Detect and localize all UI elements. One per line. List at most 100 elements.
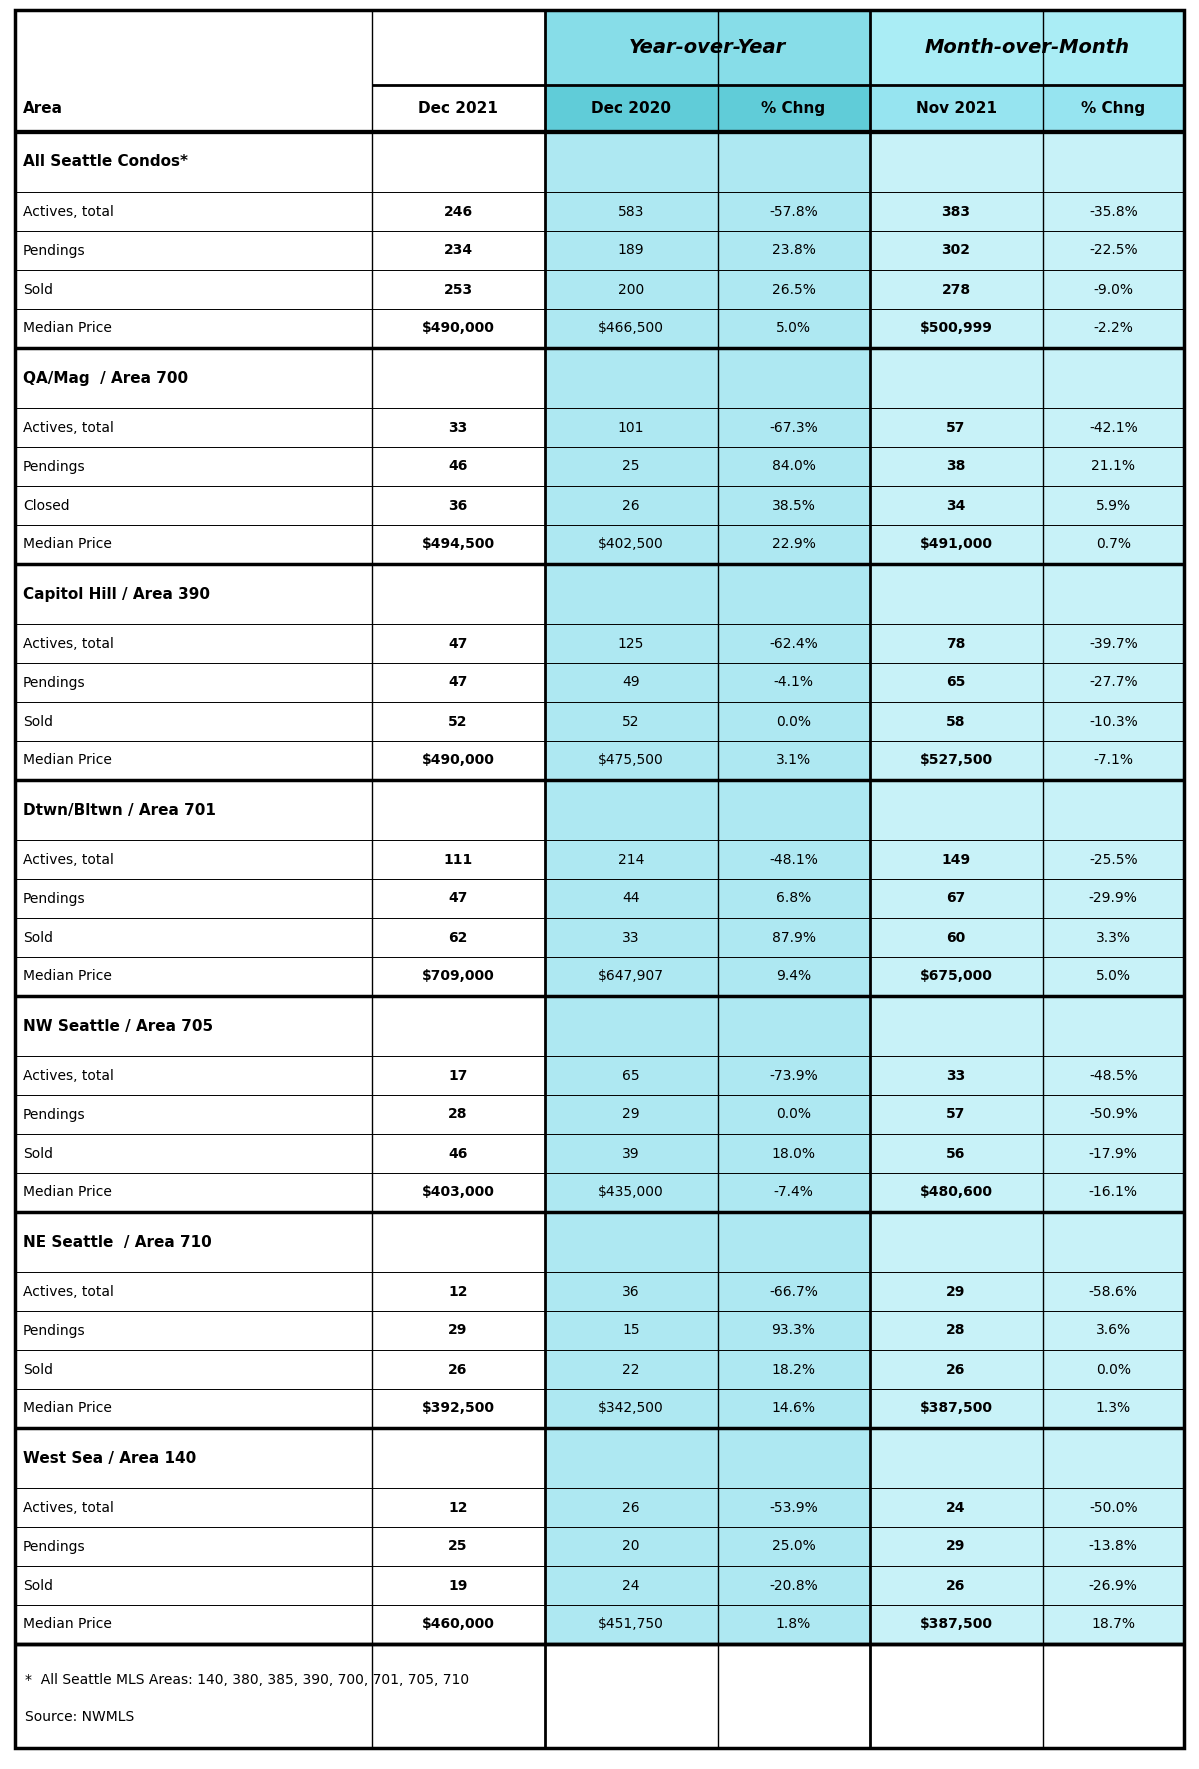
Text: 29: 29: [946, 1284, 965, 1298]
Bar: [717, 1350, 869, 1389]
Bar: [544, 271, 717, 310]
Bar: [1043, 1272, 1183, 1311]
Bar: [372, 348, 544, 409]
Bar: [544, 1566, 717, 1604]
Text: $494,500: $494,500: [422, 538, 495, 552]
Text: 19: 19: [448, 1578, 468, 1592]
Bar: [869, 1527, 1043, 1566]
Bar: [16, 1272, 372, 1311]
Bar: [1043, 741, 1183, 780]
Bar: [372, 525, 544, 564]
Text: 26: 26: [622, 499, 640, 513]
Bar: [1043, 564, 1183, 624]
Bar: [717, 525, 869, 564]
Bar: [544, 1350, 717, 1389]
Bar: [717, 232, 869, 271]
Text: 24: 24: [622, 1578, 640, 1592]
Bar: [717, 1095, 869, 1134]
Text: Median Price: Median Price: [23, 969, 112, 984]
Text: 65: 65: [946, 676, 965, 690]
Bar: [1043, 409, 1183, 448]
Text: 46: 46: [448, 460, 468, 474]
Text: 26: 26: [448, 1362, 468, 1376]
Bar: [717, 348, 869, 409]
Bar: [544, 193, 717, 232]
Text: West Sea / Area 140: West Sea / Area 140: [23, 1451, 197, 1465]
Bar: [1043, 1173, 1183, 1212]
Bar: [869, 1488, 1043, 1527]
Bar: [717, 918, 869, 957]
Bar: [544, 1134, 717, 1173]
Bar: [869, 1173, 1043, 1212]
Text: 57: 57: [946, 421, 965, 435]
Bar: [1043, 1311, 1183, 1350]
Bar: [717, 741, 869, 780]
Text: $480,600: $480,600: [920, 1185, 993, 1199]
Bar: [16, 663, 372, 702]
Bar: [372, 918, 544, 957]
Bar: [869, 11, 1183, 85]
Text: 34: 34: [946, 499, 965, 513]
Bar: [16, 85, 372, 133]
Text: Closed: Closed: [23, 499, 70, 513]
Text: -50.0%: -50.0%: [1089, 1500, 1138, 1514]
Bar: [372, 624, 544, 663]
Bar: [16, 741, 372, 780]
Bar: [869, 1134, 1043, 1173]
Bar: [1043, 85, 1183, 133]
Bar: [544, 957, 717, 996]
Bar: [869, 310, 1043, 348]
Text: 246: 246: [444, 205, 472, 219]
Text: Capitol Hill / Area 390: Capitol Hill / Area 390: [23, 587, 210, 601]
Text: 38.5%: 38.5%: [772, 499, 815, 513]
Text: 46: 46: [448, 1146, 468, 1160]
Bar: [544, 448, 717, 486]
Text: -58.6%: -58.6%: [1089, 1284, 1138, 1298]
Text: 149: 149: [941, 853, 971, 867]
Text: 47: 47: [448, 637, 468, 651]
Bar: [16, 1095, 372, 1134]
Bar: [717, 1566, 869, 1604]
Bar: [544, 996, 717, 1056]
Bar: [544, 486, 717, 525]
Bar: [544, 1173, 717, 1212]
Bar: [717, 1428, 869, 1488]
Text: -53.9%: -53.9%: [770, 1500, 818, 1514]
Bar: [717, 1212, 869, 1272]
Text: 5.0%: 5.0%: [1096, 969, 1131, 984]
Text: $527,500: $527,500: [920, 754, 993, 768]
Text: 0.0%: 0.0%: [776, 1107, 811, 1122]
Text: 29: 29: [946, 1539, 965, 1553]
Bar: [16, 564, 372, 624]
Bar: [16, 1173, 372, 1212]
Text: Sold: Sold: [23, 1146, 53, 1160]
Text: -66.7%: -66.7%: [769, 1284, 818, 1298]
Bar: [372, 193, 544, 232]
Text: 111: 111: [444, 853, 472, 867]
Bar: [544, 525, 717, 564]
Text: -39.7%: -39.7%: [1089, 637, 1138, 651]
Text: 26: 26: [946, 1362, 965, 1376]
Text: 26: 26: [946, 1578, 965, 1592]
Bar: [1043, 1212, 1183, 1272]
Bar: [1043, 1527, 1183, 1566]
Bar: [717, 702, 869, 741]
Bar: [1043, 232, 1183, 271]
Bar: [1043, 702, 1183, 741]
Bar: [717, 996, 869, 1056]
Bar: [372, 486, 544, 525]
Text: Actives, total: Actives, total: [23, 1284, 114, 1298]
Bar: [869, 840, 1043, 879]
Text: 28: 28: [448, 1107, 468, 1122]
Text: 12: 12: [448, 1500, 468, 1514]
Bar: [16, 1527, 372, 1566]
Text: $403,000: $403,000: [422, 1185, 494, 1199]
Bar: [717, 448, 869, 486]
Bar: [372, 133, 544, 193]
Text: 65: 65: [622, 1068, 640, 1083]
Text: -9.0%: -9.0%: [1093, 283, 1133, 297]
Bar: [717, 409, 869, 448]
Bar: [1043, 624, 1183, 663]
Bar: [372, 1566, 544, 1604]
Text: -4.1%: -4.1%: [773, 676, 814, 690]
